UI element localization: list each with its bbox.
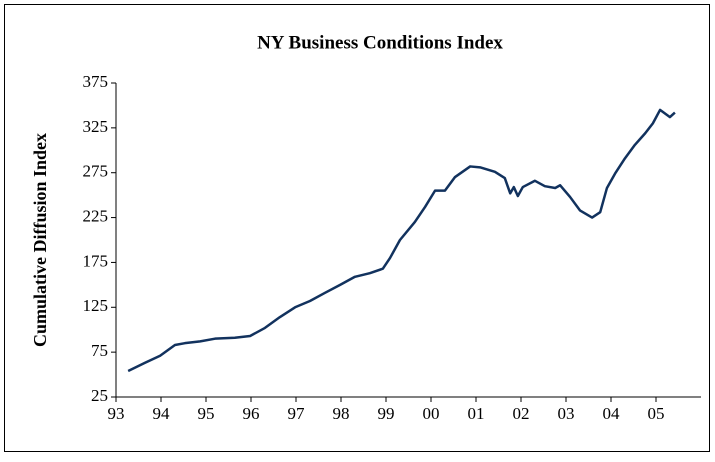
y-tick-label: 175 bbox=[83, 251, 109, 270]
y-tick-label: 375 bbox=[83, 72, 109, 91]
x-tick-label: 02 bbox=[513, 404, 530, 423]
chart-title: NY Business Conditions Index bbox=[257, 32, 503, 53]
chart-frame bbox=[4, 4, 710, 452]
y-tick-label: 225 bbox=[83, 206, 109, 225]
x-tick-label: 95 bbox=[198, 404, 215, 423]
x-tick-label: 98 bbox=[333, 404, 350, 423]
y-tick-label: 75 bbox=[91, 341, 108, 360]
x-tick-label: 93 bbox=[108, 404, 125, 423]
x-tick-label: 96 bbox=[243, 404, 260, 423]
x-tick-label: 00 bbox=[423, 404, 440, 423]
x-tick-label: 01 bbox=[468, 404, 485, 423]
y-tick-label: 125 bbox=[83, 296, 109, 315]
x-tick-label: 03 bbox=[558, 404, 575, 423]
data-line bbox=[127, 108, 676, 373]
x-tick-label: 04 bbox=[603, 404, 621, 423]
x-tick-label: 97 bbox=[288, 404, 306, 423]
x-tick-label: 99 bbox=[378, 404, 395, 423]
y-tick-label: 275 bbox=[83, 162, 109, 181]
y-axis-label: Cumulative Diffusion Index bbox=[30, 133, 50, 347]
x-tick-label: 05 bbox=[648, 404, 665, 423]
y-tick-label: 325 bbox=[83, 117, 109, 136]
x-tick-label: 94 bbox=[153, 404, 171, 423]
y-tick-label: 25 bbox=[91, 386, 108, 405]
